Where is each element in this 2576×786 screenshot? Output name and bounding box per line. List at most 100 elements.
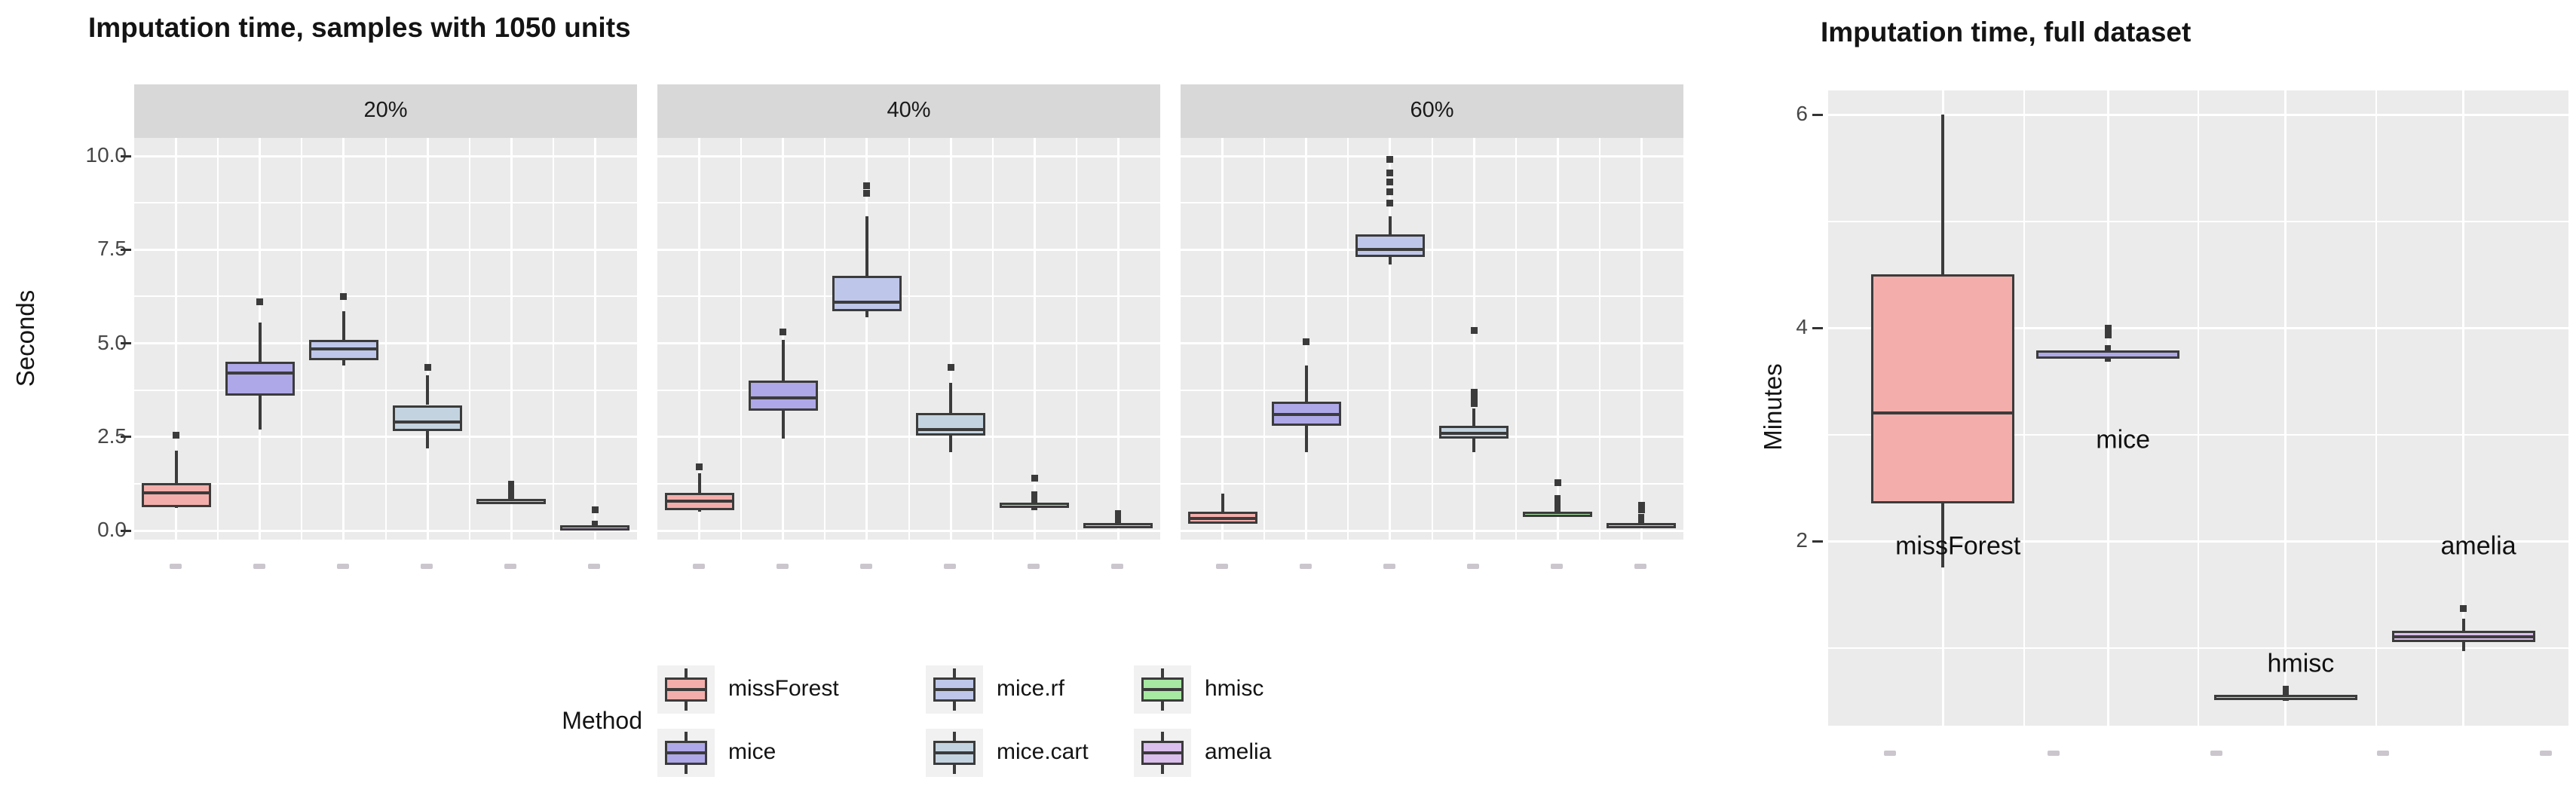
major-gridline-v: [2462, 90, 2465, 726]
boxplot-box-mice: [225, 362, 295, 396]
legend-glyph-median: [936, 751, 973, 754]
major-gridline-v: [2106, 90, 2109, 726]
outlier-point: [1637, 506, 1645, 514]
major-gridline-v: [1389, 138, 1392, 540]
median-line: [1357, 248, 1423, 252]
minor-gridline-v: [1347, 138, 1349, 540]
median-line: [834, 300, 899, 304]
y-tick-mark: [121, 436, 131, 439]
minor-gridline-v: [1075, 138, 1077, 540]
outlier-point: [2460, 604, 2467, 612]
whisker-lower: [1031, 508, 1038, 510]
boxplot-box-mice: [748, 381, 818, 411]
whisker-lower: [174, 506, 178, 509]
minor-gridline-v: [2023, 90, 2026, 726]
major-gridline-v: [698, 138, 701, 540]
facet-strip-label: 20%: [363, 98, 408, 122]
outlier-point: [1554, 479, 1561, 487]
outlier-point: [1470, 394, 1478, 402]
boxplot-box-mice.cart: [393, 405, 463, 432]
x-tick-smudge: [1111, 564, 1124, 569]
y-tick-label: 10.0: [85, 143, 127, 167]
whisker-lower: [2461, 642, 2465, 651]
median-line: [311, 347, 376, 350]
boxplot-box-amelia: [1607, 523, 1677, 529]
median-line: [918, 428, 984, 432]
boxplot-box-missForest: [141, 483, 211, 507]
outlier-point: [863, 190, 871, 197]
y-tick-label: 4: [1796, 315, 1808, 338]
x-tick-smudge: [944, 564, 957, 569]
outlier-point: [947, 364, 954, 372]
whisker-lower: [1388, 257, 1392, 265]
x-tick-smudge: [1028, 564, 1040, 569]
median-line: [143, 491, 209, 495]
major-gridline-v: [1556, 138, 1559, 540]
y-tick-label: 2: [1796, 528, 1808, 552]
legend-label: missForest: [728, 676, 839, 701]
median-line: [1190, 516, 1255, 520]
y-tick-mark: [1812, 113, 1823, 116]
boxplot-box-hmisc: [1523, 512, 1593, 518]
x-tick-smudge: [504, 564, 517, 569]
whisker-upper: [2282, 686, 2289, 695]
facet-strip: [1181, 84, 1683, 138]
x-tick-smudge: [1884, 751, 1897, 756]
y-tick-label: 6: [1796, 102, 1808, 125]
annotation-label: hmisc: [2267, 649, 2335, 678]
boxplot-box-mice.rf: [832, 276, 902, 312]
legend-label: amelia: [1205, 739, 1272, 764]
whisker-upper: [258, 323, 262, 362]
legend-glyph-median: [667, 688, 705, 691]
annotation-label: amelia: [2440, 531, 2516, 561]
legend-label: hmisc: [1205, 676, 1264, 701]
major-gridline-v: [1221, 138, 1224, 540]
minor-gridline-v: [1515, 138, 1517, 540]
whisker-upper: [781, 339, 785, 381]
y-tick-label: 0.0: [97, 518, 127, 541]
whisker-upper: [1941, 115, 1945, 275]
facet-strip: [134, 84, 637, 138]
x-tick-smudge: [2539, 751, 2552, 756]
annotation-label: missForest: [1895, 531, 2021, 561]
major-gridline-v: [949, 138, 952, 540]
whisker-upper: [342, 311, 345, 340]
outlier-point: [2104, 332, 2112, 339]
legend-glyph-median: [667, 751, 705, 754]
major-gridline-v: [510, 138, 513, 540]
major-gridline-v: [1640, 138, 1643, 540]
whisker-upper: [1554, 494, 1561, 512]
whisker-upper: [1115, 509, 1122, 524]
whisker-lower: [342, 359, 345, 366]
whisker-lower: [697, 509, 701, 512]
y-tick-mark: [1812, 326, 1823, 329]
minor-gridline-v: [1263, 138, 1266, 540]
median-line: [2394, 635, 2533, 639]
outlier-point: [1031, 474, 1038, 482]
x-tick-smudge: [1383, 564, 1395, 569]
facet-strip-label: 60%: [1410, 98, 1454, 122]
outlier-point: [424, 364, 431, 372]
major-gridline-v: [593, 138, 596, 540]
legend-label: mice.rf: [997, 676, 1064, 701]
minor-gridline-v: [991, 138, 994, 540]
x-tick-smudge: [336, 564, 349, 569]
whisker-lower: [426, 431, 430, 448]
boxplot-box-hmisc: [476, 499, 547, 505]
legend-glyph-median: [936, 688, 973, 691]
x-tick-smudge: [2047, 751, 2060, 756]
major-gridline-v: [175, 138, 178, 540]
y-tick-mark: [121, 342, 131, 344]
y-tick-mark: [121, 154, 131, 158]
minor-gridline-v: [217, 138, 219, 540]
whisker-lower: [1472, 439, 1476, 452]
median-line: [666, 500, 732, 503]
x-tick-smudge: [1551, 564, 1564, 569]
x-tick-smudge: [1634, 564, 1647, 569]
annotation-label: mice: [2096, 425, 2151, 454]
outlier-point: [863, 182, 871, 190]
y-tick-label: 2.5: [97, 424, 127, 448]
outlier-point: [591, 506, 599, 514]
x-tick-smudge: [2210, 751, 2222, 756]
